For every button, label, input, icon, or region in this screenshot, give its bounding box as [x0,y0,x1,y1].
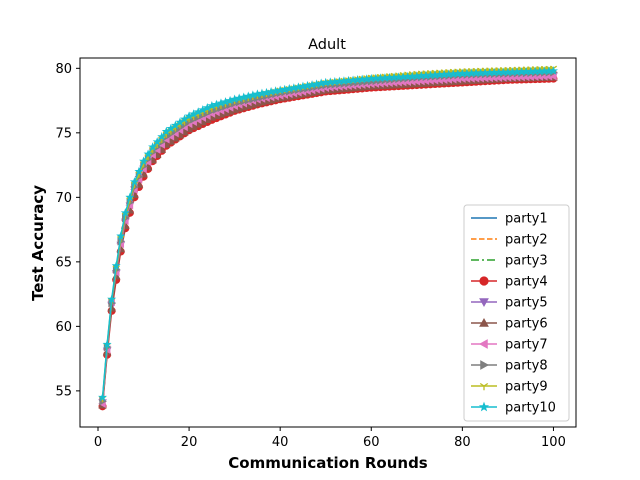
y-axis: 55 60 65 70 75 80 [55,62,80,399]
party10-point [143,149,153,158]
chart-title: Adult [308,37,346,53]
y-tick-label: 80 [55,62,72,77]
x-axis-title: Communication Rounds [228,454,428,472]
party10-point [548,66,558,75]
legend-marker [479,276,489,286]
legend-item-party7: party7 [471,338,548,353]
party10-point [98,392,108,402]
party10-point [120,208,130,217]
party10-point [134,166,144,176]
legend: party1 party2 party3 party4 party5 party6 part… [463,204,570,422]
x-tick-label: 0 [94,435,102,450]
legend-item-party8: party8 [471,359,548,374]
series-party10 [98,66,558,402]
y-tick-label: 65 [55,255,72,270]
legend-label: party3 [505,254,548,269]
y-tick-label: 55 [55,384,72,399]
legend-item-party2: party2 [471,233,548,248]
legend-label: party5 [505,296,548,311]
legend-marker [479,382,489,391]
legend-item-party5: party5 [471,296,548,311]
x-tick-label: 60 [363,435,380,450]
y-tick-label: 70 [55,191,72,206]
party10-point [107,294,117,304]
y-axis-title: Test Accuracy [29,185,47,301]
legend-label: party8 [505,359,548,374]
legend-item-party6: party6 [471,317,548,332]
legend-item-party10: party10 [471,401,556,416]
x-axis: 0 20 40 60 80 100 [94,427,566,450]
legend-marker [480,360,490,370]
party10-point [157,131,167,141]
party10-point [125,192,135,202]
legend-box [463,204,570,422]
x-tick-label: 20 [181,435,198,450]
party10-point [139,156,149,166]
x-tick-label: 80 [454,435,471,450]
legend-label: party6 [505,317,548,332]
legend-label: party2 [505,233,548,248]
legend-marker [479,317,489,327]
y-tick-label: 75 [55,126,72,141]
party10-point [152,137,162,146]
party10-point [102,339,112,349]
party10-point [129,177,139,186]
plot-area [98,65,558,411]
legend-marker [479,298,489,308]
party10-point [111,260,121,270]
x-tick-label: 40 [272,435,289,450]
legend-item-party9: party9 [471,380,548,395]
legend-item-party3: party3 [471,254,548,269]
legend-label: party9 [505,380,548,395]
legend-marker [478,401,490,412]
legend-marker [478,339,488,349]
y-tick-label: 60 [55,320,72,335]
legend-label: party10 [505,401,556,416]
legend-label: party1 [505,212,548,227]
party10-point [116,231,126,240]
legend-label: party7 [505,338,548,353]
plot-frame [79,57,577,428]
legend-label: party4 [505,275,548,290]
legend-item-party4: party4 [471,275,548,290]
legend-item-party1: party1 [471,212,548,227]
party10-point [148,142,158,151]
x-tick-label: 100 [541,435,566,450]
